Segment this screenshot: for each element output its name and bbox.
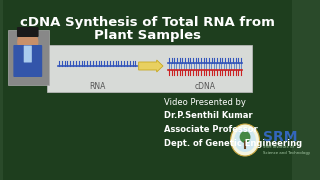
Text: cDNA Synthesis of Total RNA from: cDNA Synthesis of Total RNA from bbox=[20, 15, 275, 28]
FancyBboxPatch shape bbox=[17, 27, 39, 37]
FancyArrow shape bbox=[139, 60, 163, 72]
Bar bbox=[8, 30, 49, 85]
Circle shape bbox=[240, 131, 251, 143]
Text: cDNA: cDNA bbox=[195, 82, 215, 91]
FancyBboxPatch shape bbox=[24, 46, 32, 62]
Text: Plant Samples: Plant Samples bbox=[94, 28, 201, 42]
Text: RNA: RNA bbox=[89, 82, 105, 91]
Circle shape bbox=[18, 31, 38, 53]
FancyBboxPatch shape bbox=[47, 45, 252, 92]
Text: Dept. of Genetic Engineering: Dept. of Genetic Engineering bbox=[164, 140, 302, 148]
Circle shape bbox=[234, 128, 256, 152]
Circle shape bbox=[231, 124, 260, 156]
Text: Associate Professor: Associate Professor bbox=[164, 125, 258, 134]
Text: SRM: SRM bbox=[263, 130, 298, 144]
Text: Dr.P.Senthil Kumar: Dr.P.Senthil Kumar bbox=[164, 111, 252, 120]
Text: Video Presented by: Video Presented by bbox=[164, 98, 246, 107]
FancyBboxPatch shape bbox=[13, 45, 42, 77]
Text: SRM Institute of
Science and Technology: SRM Institute of Science and Technology bbox=[263, 145, 310, 155]
